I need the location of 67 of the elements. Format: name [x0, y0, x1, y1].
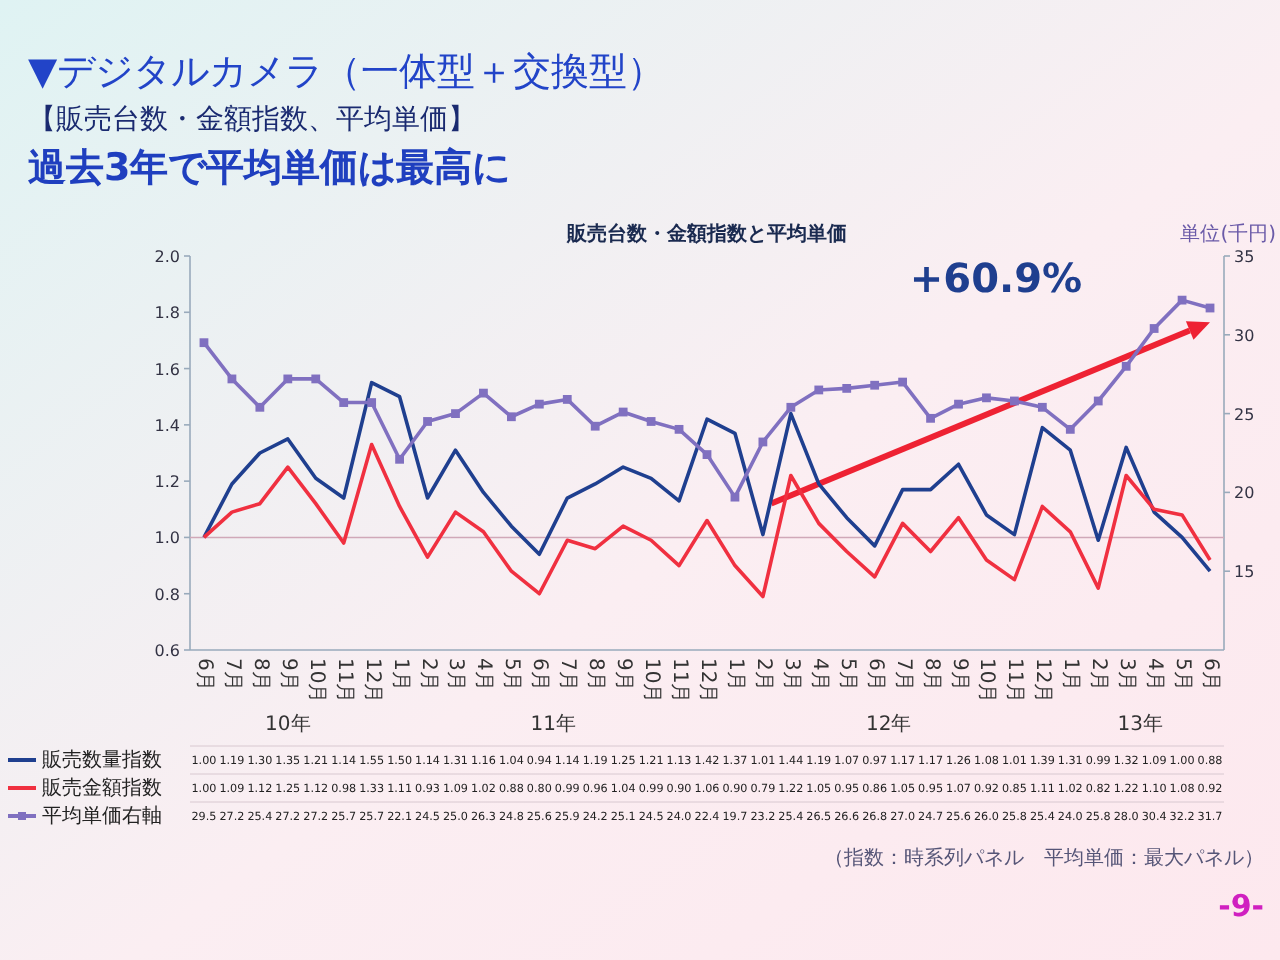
x-tick-label: 6月: [863, 658, 886, 691]
x-tick-label: 1月: [388, 658, 411, 691]
x-tick-label: 4月: [1143, 658, 1166, 691]
y2-axis-title: 単位(千円): [1180, 222, 1277, 246]
x-tick-label: 5月: [1171, 658, 1194, 691]
text: 11年: [530, 712, 577, 736]
x-tick-label: 10月: [975, 658, 998, 704]
x-tick-label: 8月: [919, 658, 942, 691]
x-tick-label: 5月: [835, 658, 858, 691]
x-tick-label: 8月: [584, 658, 607, 691]
x-tick-label: 6月: [528, 658, 551, 691]
x-tick-label: 9月: [947, 658, 970, 691]
text: 過去3年で平均単価は最高に: [26, 146, 511, 190]
text: -9-: [1218, 888, 1264, 924]
x-tick-label: 5月: [500, 658, 523, 691]
y-tick-label: 1.6: [154, 360, 180, 379]
legend-label: 販売数量指数: [42, 748, 162, 772]
chart-title: ▼デジタルカメラ（一体型＋交換型）: [28, 50, 666, 94]
x-tick-label: 11月: [668, 658, 691, 704]
text: 13年: [1117, 712, 1163, 736]
x-tick-label: 4月: [472, 658, 495, 691]
legend-label: 平均単価右軸: [42, 804, 162, 828]
text: 10年: [265, 712, 311, 736]
x-tick-label: 12月: [1031, 658, 1054, 704]
line-series: [202, 442, 1212, 599]
x-tick-label: 6月: [1199, 658, 1222, 691]
x-tick-label: 11月: [332, 658, 355, 704]
x-tick-label: 12月: [360, 658, 383, 704]
y2-tick-label: 25: [1234, 405, 1255, 424]
x-tick-label: 12月: [696, 658, 718, 704]
x-tick-label: 9月: [612, 658, 635, 691]
x-tick-label: 1月: [1059, 658, 1082, 691]
x-tick-label: 1月: [723, 658, 746, 691]
x-tick-label: 3月: [444, 658, 467, 691]
y-tick-label: 1.2: [154, 473, 180, 492]
x-tick-label: 10月: [304, 658, 327, 704]
x-tick-label: 7月: [556, 658, 579, 691]
text: 販売台数・金額指数と平均単価: [565, 222, 847, 246]
y-tick-label: 1.4: [154, 416, 180, 435]
x-tick-label: 2月: [751, 658, 774, 691]
x-tick-label: 10月: [640, 658, 663, 704]
x-tick-label: 9月: [276, 658, 299, 691]
x-tick-label: 6月: [192, 658, 215, 691]
y-tick-label: 1.0: [154, 529, 180, 548]
x-tick-label: 7月: [891, 658, 914, 691]
x-tick-label: 7月: [220, 658, 243, 691]
annotation: +60.9%: [909, 254, 1083, 302]
y-tick-label: 0.8: [154, 585, 180, 604]
y2-tick-label: 20: [1234, 484, 1255, 503]
y2-tick-label: 35: [1234, 248, 1255, 266]
line-series: [202, 380, 1212, 573]
x-tick-label: 2月: [416, 658, 439, 691]
y-tick-label: 0.6: [154, 642, 180, 660]
x-tick-label: 2月: [1087, 658, 1110, 691]
text: 12年: [865, 712, 912, 736]
chart-subtitle: 【販売台数・金額指数、平均単価】: [28, 104, 476, 136]
y-tick-label: 1.8: [154, 304, 180, 323]
x-tick-label: 8月: [248, 658, 271, 691]
text: （指数：時系列パネル 平均単価：最大パネル）: [824, 846, 1264, 870]
legend-label: 販売金額指数: [42, 776, 162, 800]
x-tick-label: 3月: [779, 658, 802, 691]
y-tick-label: 2.0: [154, 248, 180, 266]
y2-tick-label: 30: [1234, 326, 1255, 345]
y2-tick-label: 15: [1234, 563, 1255, 582]
x-tick-label: 3月: [1115, 658, 1138, 691]
x-tick-label: 11月: [1003, 658, 1026, 704]
x-tick-label: 4月: [807, 658, 830, 691]
